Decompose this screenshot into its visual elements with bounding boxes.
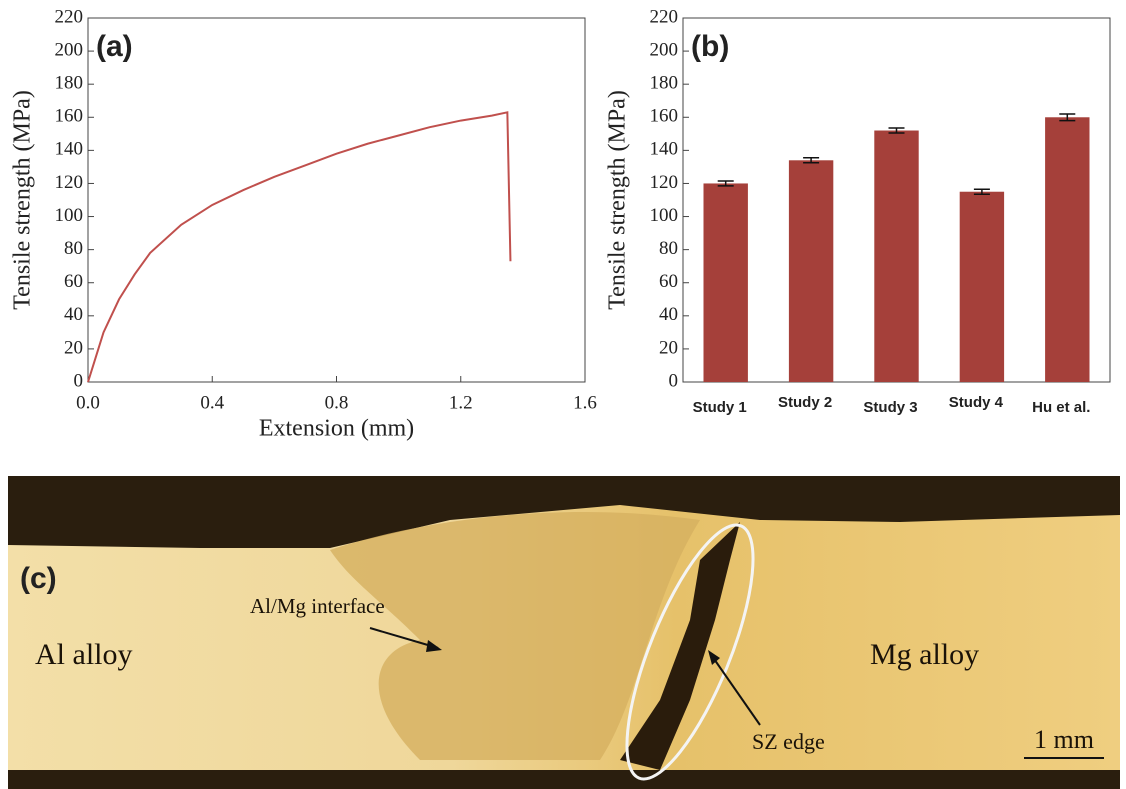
scale-label: 1 mm	[1034, 725, 1094, 754]
y-tick-label: 160	[650, 106, 679, 127]
y-tick-label: 40	[659, 304, 678, 325]
x-tick-label: 0.4	[200, 392, 224, 413]
x-tick-label: Study 3	[863, 399, 917, 416]
y-tick-label: 40	[64, 304, 83, 325]
y-tick-label: 180	[650, 73, 679, 94]
y-tick-label: 0	[669, 370, 679, 391]
panel-label: (a)	[96, 30, 133, 63]
x-axis-label: Extension (mm)	[259, 416, 414, 442]
region-label: Al alloy	[35, 638, 133, 671]
y-tick-label: 60	[659, 271, 678, 292]
y-tick-label: 120	[650, 172, 679, 193]
y-tick-label: 200	[55, 39, 84, 60]
y-tick-label: 100	[55, 205, 84, 226]
y-tick-label: 140	[650, 139, 679, 160]
y-tick-label: 180	[55, 73, 84, 94]
bar	[789, 160, 833, 382]
x-tick-label: 1.6	[573, 392, 597, 413]
y-axis-label: Tensile strength (MPa)	[605, 90, 631, 310]
bar	[1045, 117, 1089, 382]
y-tick-label: 220	[650, 6, 679, 27]
x-tick-label: 0.8	[325, 392, 349, 413]
y-tick-label: 100	[650, 205, 679, 226]
bar	[874, 131, 918, 382]
line	[88, 112, 510, 382]
x-tick-label: Study 2	[778, 394, 832, 411]
annotation: SZ edge	[752, 729, 825, 754]
y-tick-label: 80	[659, 238, 678, 259]
y-tick-label: 220	[55, 6, 84, 27]
error-bar	[974, 189, 990, 194]
region-label: Mg alloy	[870, 638, 979, 671]
bar	[960, 192, 1004, 382]
x-tick-label: Study 1	[693, 399, 747, 416]
plot-frame	[88, 18, 585, 382]
y-tick-label: 80	[64, 238, 83, 259]
y-tick-label: 20	[64, 337, 83, 358]
y-tick-label: 20	[659, 337, 678, 358]
y-tick-label: 120	[55, 172, 84, 193]
y-tick-label: 160	[55, 106, 84, 127]
x-tick-label: 0.0	[76, 392, 100, 413]
bar	[703, 183, 747, 382]
y-tick-label: 200	[650, 39, 679, 60]
y-tick-label: 140	[55, 139, 84, 160]
y-tick-label: 0	[74, 370, 84, 391]
panel-label: (c)	[20, 562, 57, 595]
panel-label: (b)	[691, 30, 729, 63]
x-tick-label: Study 4	[949, 394, 1004, 411]
y-tick-label: 60	[64, 271, 83, 292]
x-tick-label: Hu et al.	[1032, 399, 1090, 416]
micrograph: (c) Al/Mg interface Al alloy Mg alloy SZ…	[8, 476, 1120, 789]
annotation: Al/Mg interface	[250, 594, 385, 618]
figure: (c) Al/Mg interface Al alloy Mg alloy SZ…	[0, 0, 1126, 789]
x-tick-label: 1.2	[449, 392, 473, 413]
y-axis-label: Tensile strength (MPa)	[10, 90, 36, 310]
